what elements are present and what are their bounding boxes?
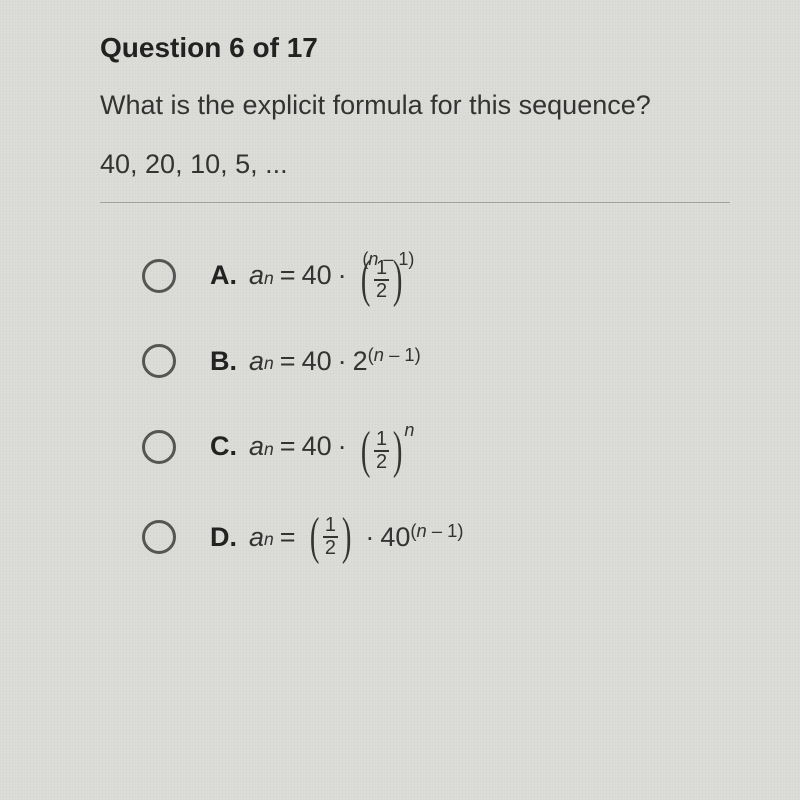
fraction-base: ( 1 2 ) [357,429,407,473]
radio-a[interactable] [142,259,176,293]
question-header: Question 6 of 17 [100,32,730,64]
equals: = [274,431,302,462]
numerator: 1 [376,258,387,279]
divider [100,202,730,203]
subscript: n [264,529,274,550]
question-label: Question [100,32,221,63]
dot: · [359,522,380,553]
sequence-text: 40, 20, 10, 5, ... [100,149,730,180]
subscript: n [264,439,274,460]
equals: = [274,346,302,377]
fraction-base: ( 1 2 ) [357,258,407,302]
question-prompt: What is the explicit formula for this se… [100,90,730,121]
formula-b: an = 40 · 2(n – 1) [249,346,421,377]
option-letter: A. [210,260,237,291]
denominator: 2 [374,450,389,473]
question-total: 17 [287,32,318,63]
option-a[interactable]: A. an = 40 · ((n – 1)n – 1) ( 1 2 ) [142,249,730,302]
equals: = [274,260,302,291]
coef: 40 [302,431,332,462]
option-c[interactable]: C. an = 40 · n ( 1 2 ) [142,420,730,473]
coef: 40 [302,260,332,291]
answer-options: A. an = 40 · ((n – 1)n – 1) ( 1 2 ) [100,249,730,559]
subscript: n [264,353,274,374]
var: a [249,522,264,553]
option-letter: D. [210,522,237,553]
question-page: Question 6 of 17 What is the explicit fo… [0,0,800,800]
formula-c: an = 40 · n ( 1 2 ) [249,420,410,473]
var: a [249,431,264,462]
coef: 40 [380,522,410,553]
denominator: 2 [323,536,338,559]
question-current: 6 [229,32,245,63]
radio-d[interactable] [142,520,176,554]
coef: 40 [302,346,332,377]
option-letter: B. [210,346,237,377]
exponent: (n – 1) [410,520,463,542]
option-b[interactable]: B. an = 40 · 2(n – 1) [142,344,730,378]
power: n ( 1 2 ) [353,420,411,473]
numerator: 1 [325,515,336,536]
subscript: n [264,268,274,289]
dot: · [332,431,353,462]
radio-b[interactable] [142,344,176,378]
option-letter: C. [210,431,237,462]
denominator: 2 [374,279,389,302]
exponent: (n – 1) [368,344,421,366]
dot: · [332,260,353,291]
power: ((n – 1)n – 1) ( 1 2 ) [353,249,411,302]
formula-a: an = 40 · ((n – 1)n – 1) ( 1 2 ) [249,249,410,302]
option-d[interactable]: D. an = ( 1 2 ) · 40(n – 1) [142,515,730,559]
formula-d: an = ( 1 2 ) · 40(n – 1) [249,515,464,559]
equals: = [274,522,302,553]
numerator: 1 [376,429,387,450]
radio-c[interactable] [142,430,176,464]
base: 2 [353,346,368,377]
dot: · [332,346,353,377]
var: a [249,346,264,377]
fraction-lead: ( 1 2 ) [306,515,356,559]
question-of: of [252,32,278,63]
var: a [249,260,264,291]
